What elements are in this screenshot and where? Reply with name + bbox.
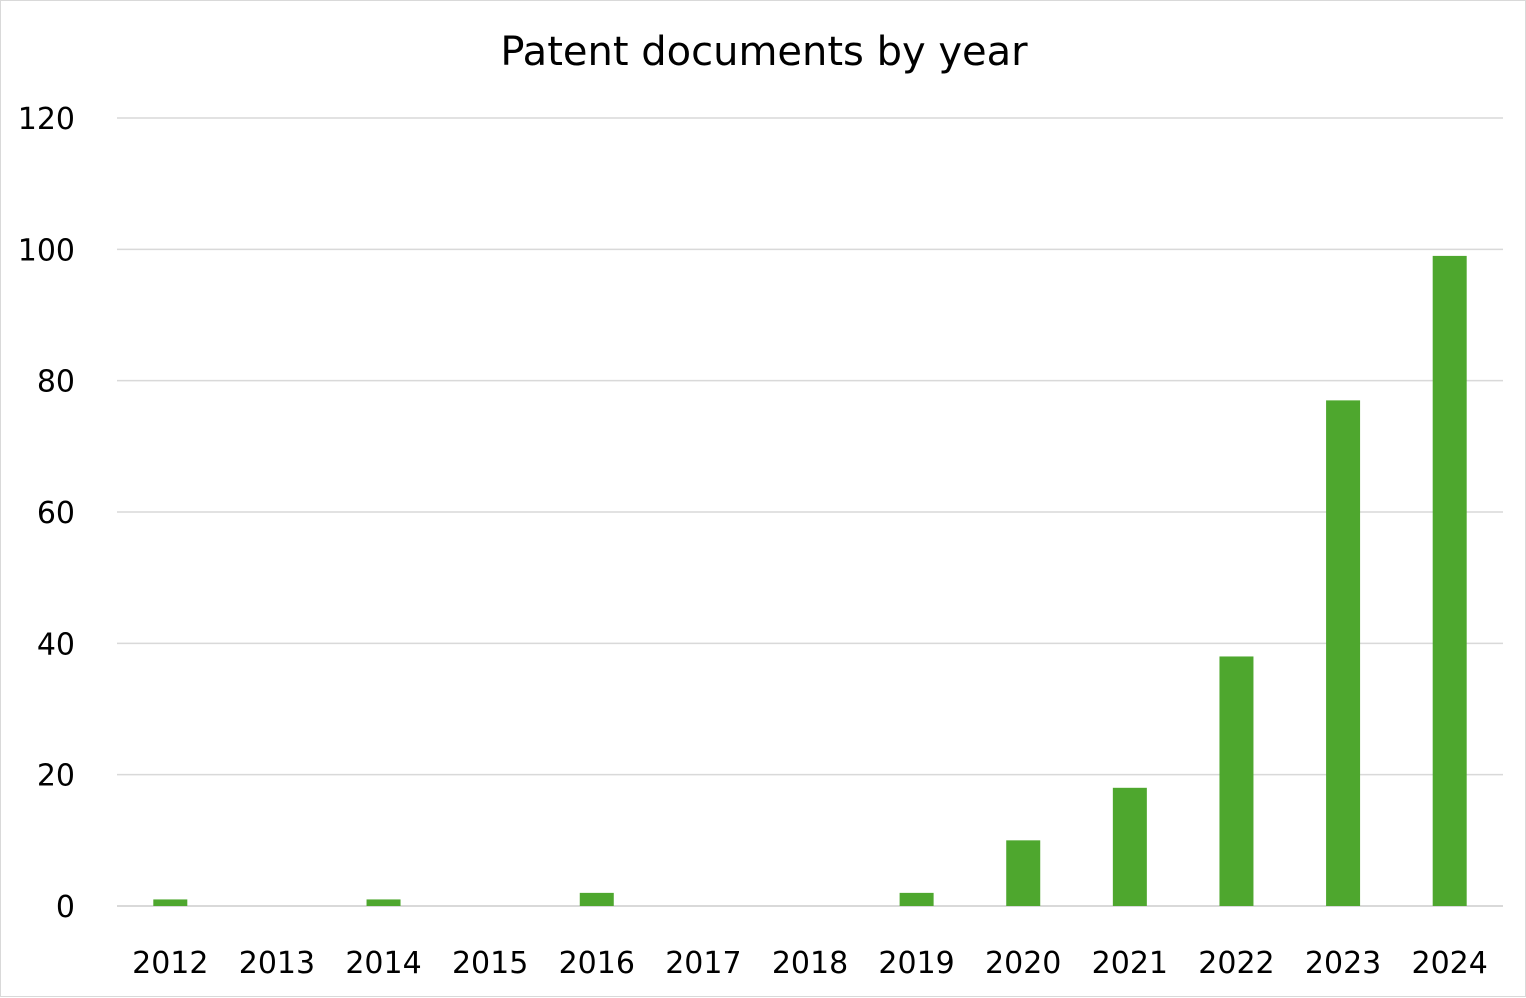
bar-2016 [579,892,614,906]
x-tick-label: 2018 [772,946,848,981]
y-tick-label: 120 [18,102,75,137]
x-tick-label: 2024 [1412,946,1488,981]
bar-2024 [1432,255,1467,906]
bar-2019 [899,892,934,906]
y-tick-label: 40 [37,627,75,662]
x-tick-label: 2014 [345,946,421,981]
x-tick-label: 2020 [985,946,1061,981]
y-tick-label: 60 [37,496,75,531]
bars [153,255,1467,906]
gridlines [117,117,1503,907]
x-tick-label: 2017 [665,946,741,981]
y-tick-label: 80 [37,365,75,400]
x-tick-label: 2015 [452,946,528,981]
x-tick-label: 2022 [1198,946,1274,981]
x-tick-label: 2012 [132,946,208,981]
x-tick-label: 2019 [878,946,954,981]
bar-2012 [153,899,188,906]
x-tick-label: 2013 [239,946,315,981]
bar-2021 [1112,787,1147,906]
bar-2014 [366,899,401,906]
x-axis-ticks: 2012 2013 2014 2015 2016 2017 2018 2019 2020 2021… [132,946,1488,981]
y-axis-ticks: 0 20 40 60 80 100 120 [18,102,75,925]
bar-2022 [1219,656,1254,906]
y-tick-label: 100 [18,233,75,268]
bar-2020 [1006,840,1041,906]
y-tick-label: 0 [56,890,75,925]
y-tick-label: 20 [37,759,75,794]
x-tick-label: 2023 [1305,946,1381,981]
bar-2023 [1326,400,1361,906]
x-tick-label: 2016 [559,946,635,981]
chart-title: Patent documents by year [500,29,1028,75]
x-tick-label: 2021 [1092,946,1168,981]
